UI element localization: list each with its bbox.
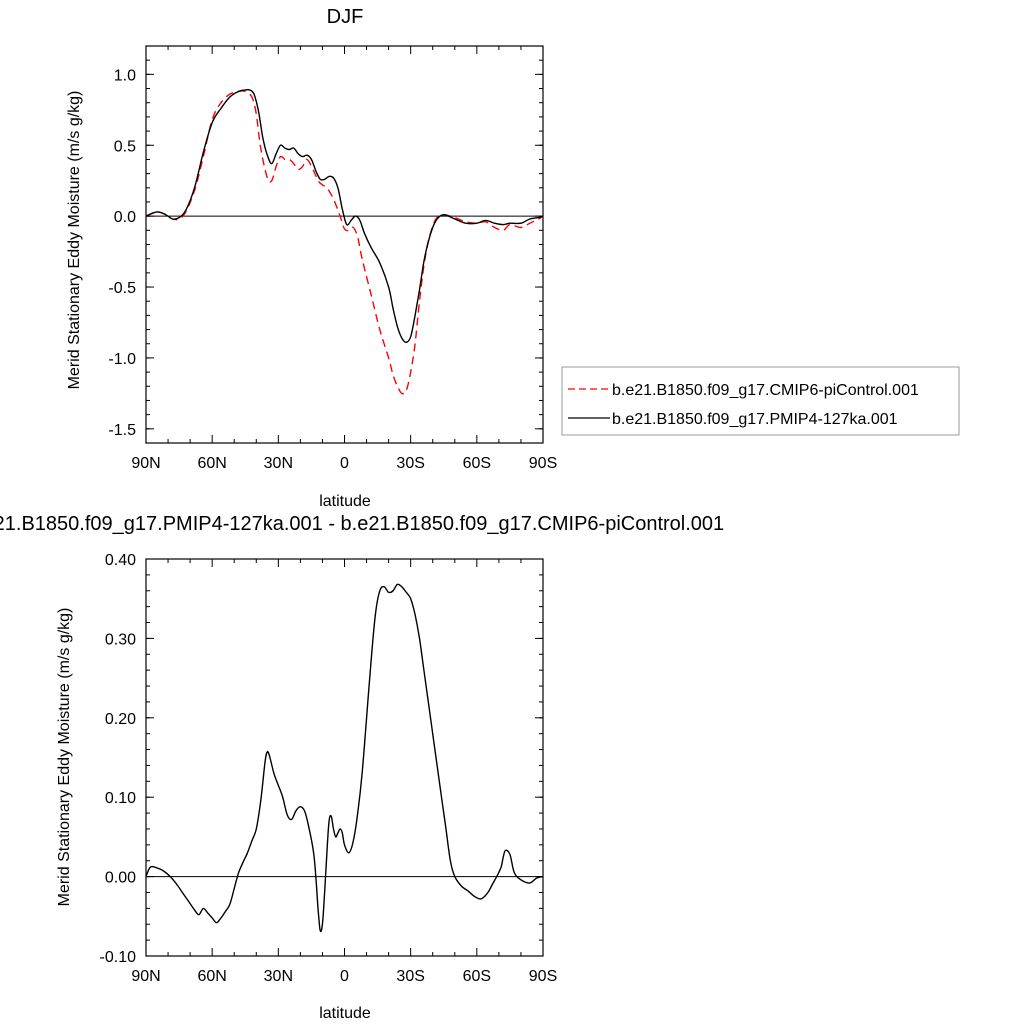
x-axis-label: latitude	[319, 1005, 371, 1022]
y-axis-label: Merid Stationary Eddy Moisture (m/s g/kg…	[56, 608, 73, 907]
y-tick-label: -0.5	[108, 280, 136, 297]
y-tick-label: -0.10	[100, 949, 137, 966]
y-tick-label: 0.20	[105, 711, 136, 728]
x-tick-label: 30S	[396, 968, 424, 985]
y-tick-label: 0.40	[105, 552, 136, 569]
x-tick-label: 90N	[131, 968, 160, 985]
x-tick-label: 60S	[463, 968, 491, 985]
x-tick-label: 60S	[463, 455, 491, 472]
y-tick-label: -1.5	[108, 422, 136, 439]
series-line-1	[145, 583, 544, 933]
plot-frame	[145, 45, 544, 444]
y-tick-label: 0.10	[105, 790, 136, 807]
y-tick-label: 1.0	[114, 67, 136, 84]
x-tick-label: 0	[340, 968, 349, 985]
y-axis-label: Merid Stationary Eddy Moisture (m/s g/kg…	[66, 91, 83, 390]
x-tick-label: 90S	[529, 455, 557, 472]
series-line-1	[145, 90, 544, 395]
x-tick-label: 30N	[264, 455, 293, 472]
chart-difference: b.e21.B1850.f09_g17.PMIP4-127ka.001 - b.…	[0, 513, 724, 1022]
plot-frame	[145, 558, 544, 957]
x-tick-label: 60N	[197, 968, 226, 985]
y-tick-label: 0.0	[114, 209, 136, 226]
x-tick-label: 30N	[264, 968, 293, 985]
x-tick-label: 0	[340, 455, 349, 472]
x-tick-label: 90S	[529, 968, 557, 985]
legend-label-127ka: b.e21.B1850.f09_g17.PMIP4-127ka.001	[612, 411, 898, 428]
legend-box	[561, 366, 960, 436]
y-tick-label: 0.00	[105, 870, 136, 887]
series-line-2	[145, 88, 544, 344]
x-axis-label: latitude	[319, 493, 371, 510]
y-tick-label: -1.0	[108, 351, 136, 368]
chart-title: b.e21.B1850.f09_g17.PMIP4-127ka.001 - b.…	[0, 513, 724, 535]
y-tick-label: 0.30	[105, 631, 136, 648]
legend-label-picontrol: b.e21.B1850.f09_g17.CMIP6-piControl.001	[612, 382, 919, 399]
x-tick-label: 60N	[197, 455, 226, 472]
legend: b.e21.B1850.f09_g17.CMIP6-piControl.001 …	[561, 366, 960, 436]
y-tick-label: 0.5	[114, 138, 136, 155]
chart-djf: DJF latitude Merid Stationary Eddy Moist…	[66, 6, 960, 510]
chart-title: DJF	[327, 6, 364, 28]
x-tick-label: 30S	[396, 455, 424, 472]
x-tick-label: 90N	[131, 455, 160, 472]
